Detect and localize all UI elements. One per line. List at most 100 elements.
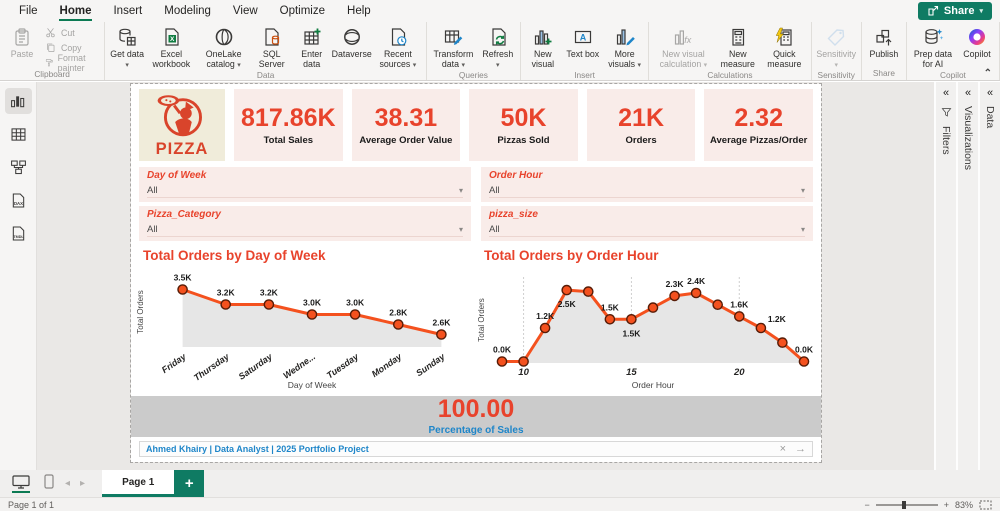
svg-text:1.5K: 1.5K xyxy=(601,302,620,312)
slicer-dropdown[interactable]: All ▾ xyxy=(147,184,463,198)
menu-file[interactable]: File xyxy=(19,5,38,17)
format-painter-button[interactable]: Format painter xyxy=(42,53,102,73)
panel-filters[interactable]: « Filters xyxy=(936,82,956,470)
forward-arrow-icon[interactable]: → xyxy=(795,442,806,455)
kpi-average-order-value[interactable]: 38.31 Average Order Value xyxy=(351,89,461,161)
onelake-catalog-button[interactable]: OneLake catalog ▾ xyxy=(196,23,252,70)
slicer-dropdown[interactable]: All ▾ xyxy=(147,223,463,237)
new-measure-button[interactable]: New measure xyxy=(715,23,760,70)
recent-sources-button[interactable]: Recent sources ▾ xyxy=(372,23,424,70)
publish-icon xyxy=(876,29,892,46)
menu-help[interactable]: Help xyxy=(347,5,371,17)
dax-query-view-button[interactable]: DAX xyxy=(5,187,32,213)
slicer-dropdown[interactable]: All ▾ xyxy=(489,223,805,237)
quick-measure-button[interactable]: Quick measure xyxy=(760,23,808,70)
paste-button[interactable]: Paste xyxy=(2,23,42,60)
enter-data-icon xyxy=(304,28,321,45)
publish-button[interactable]: Publish xyxy=(864,23,904,60)
svg-text:Friday: Friday xyxy=(160,351,189,375)
ribbon-group-label: Insert xyxy=(574,69,595,80)
svg-text:Thursday: Thursday xyxy=(192,351,232,383)
new-visual-calculation-button[interactable]: fx New visual calculation ▾ xyxy=(651,23,715,70)
slicer-order-hour: Order Hour All ▾ xyxy=(481,167,813,202)
new-visual-button[interactable]: New visual xyxy=(523,23,563,70)
svg-text:3.5K: 3.5K xyxy=(174,273,193,283)
svg-text:1.6K: 1.6K xyxy=(730,299,749,309)
menu-view[interactable]: View xyxy=(232,5,258,17)
cut-button[interactable]: Cut xyxy=(42,26,102,39)
report-view-button[interactable] xyxy=(4,88,32,114)
more-visuals-button[interactable]: More visuals ▾ xyxy=(603,23,647,70)
ribbon-groups: Paste Cut Copy Format painter Clipboard Get d… xyxy=(0,22,1000,80)
total-orders-by-day-of-week-chart[interactable]: Total Orders by Day of Week 3.5K 3.2K 3.2K 3… xyxy=(135,246,476,396)
button-label: Text box xyxy=(566,49,600,59)
enter-data-button[interactable]: Enter data xyxy=(292,23,332,70)
refresh-button[interactable]: Refresh ▾ xyxy=(478,23,518,70)
fit-to-page-icon[interactable] xyxy=(979,500,992,510)
share-button[interactable]: Share ▾ xyxy=(917,2,992,20)
menu-home[interactable]: Home xyxy=(49,0,103,22)
percentage-of-sales-card[interactable]: 100.00 Percentage of Sales xyxy=(131,396,821,438)
visual-calculation-icon: fx xyxy=(675,30,692,45)
new-page-button[interactable]: + xyxy=(174,470,205,497)
chevron-down-icon: ▾ xyxy=(800,225,805,234)
zoom-in-icon[interactable]: + xyxy=(943,499,949,510)
zoom-out-icon[interactable]: − xyxy=(864,499,870,510)
prep-data-for-ai-button[interactable]: Prep data for AI xyxy=(909,23,957,70)
collapse-ribbon-icon[interactable]: ⌃ xyxy=(983,68,992,79)
view-switcher: DAX TMDL xyxy=(0,82,37,470)
slicer-day-of-week: Day of Week All ▾ xyxy=(139,167,471,202)
menu-modeling[interactable]: Modeling xyxy=(164,5,211,17)
excel-workbook-button[interactable]: X Excel workbook xyxy=(147,23,195,70)
text-box-button[interactable]: A Text box xyxy=(563,23,603,60)
expand-panel-icon[interactable]: « xyxy=(986,87,994,99)
kpi-pizzas-sold[interactable]: 50K Pizzas Sold xyxy=(469,89,578,161)
transform-data-button[interactable]: Transform data ▾ xyxy=(429,23,478,70)
menu-optimize[interactable]: Optimize xyxy=(279,5,326,17)
model-view-button[interactable] xyxy=(5,154,32,180)
ribbon-group-insert: New visual A Text box More visuals ▾ Insert xyxy=(521,22,650,80)
ribbon-group-copilot: Prep data for AI Copilot Copilot xyxy=(907,22,1000,80)
sensitivity-button[interactable]: Sensitivity ▾ xyxy=(814,23,859,70)
sql-server-button[interactable]: SQL Server xyxy=(252,23,292,70)
expand-panel-icon[interactable]: « xyxy=(942,87,950,99)
clear-icon[interactable]: × xyxy=(779,442,786,455)
svg-text:Saturday: Saturday xyxy=(237,351,275,382)
sensitivity-icon xyxy=(827,29,845,46)
desktop-layout-button[interactable] xyxy=(12,474,30,493)
kpi-label: Total Sales xyxy=(263,135,314,146)
prev-page-arrow-icon[interactable]: ◂ xyxy=(65,478,71,489)
mobile-layout-button[interactable] xyxy=(44,474,54,493)
kpi-orders[interactable]: 21K Orders xyxy=(586,89,696,161)
zoom-slider[interactable] xyxy=(875,500,938,509)
svg-text:Sunday: Sunday xyxy=(414,351,447,378)
table-view-button[interactable] xyxy=(5,121,32,147)
ribbon-group-clipboard: Paste Cut Copy Format painter Clipboard xyxy=(0,22,106,80)
zoom-slider-thumb[interactable] xyxy=(901,500,906,509)
panel-visualizations[interactable]: « Visualizations xyxy=(958,82,978,470)
more-visuals-icon xyxy=(616,29,635,46)
paste-icon xyxy=(15,28,29,46)
button-label: Cut xyxy=(61,27,75,38)
slicer-dropdown[interactable]: All ▾ xyxy=(489,184,805,198)
report-canvas[interactable]: PIZZA 817.86K Total Sales 38.31 Average Ord… xyxy=(37,82,934,470)
tmdl-view-button[interactable]: TMDL xyxy=(5,220,32,246)
footer-bar[interactable]: Ahmed Khairy | Data Analyst | 2025 Portf… xyxy=(139,441,813,457)
status-bar: Page 1 of 1 − + 83% xyxy=(0,497,1000,511)
page-tab[interactable]: Page 1 xyxy=(102,470,175,497)
menu-insert[interactable]: Insert xyxy=(113,5,143,17)
copilot-button[interactable]: Copilot xyxy=(957,23,997,60)
panel-data[interactable]: « Data xyxy=(980,82,1000,470)
get-data-button[interactable]: Get data ▾ xyxy=(107,23,147,70)
kpi-average-pizzas-order[interactable]: 2.32 Average Pizzas/Order xyxy=(704,89,813,161)
total-orders-by-order-hour-chart[interactable]: Total Orders by Order Hour 10 15 20 0.0K 1.2K… xyxy=(476,246,817,396)
copy-button[interactable]: Copy xyxy=(42,41,102,54)
dataverse-button[interactable]: Dataverse xyxy=(332,23,372,60)
kpi-total-sales[interactable]: 817.86K Total Sales xyxy=(234,89,343,161)
next-page-arrow-icon[interactable]: ▸ xyxy=(80,478,86,489)
pizza-logo-card[interactable]: PIZZA xyxy=(139,89,225,161)
dataverse-icon xyxy=(343,29,360,45)
expand-panel-icon[interactable]: « xyxy=(964,87,972,99)
kpi-value: 817.86K xyxy=(241,104,336,132)
ribbon-group-label: Share xyxy=(872,68,895,78)
